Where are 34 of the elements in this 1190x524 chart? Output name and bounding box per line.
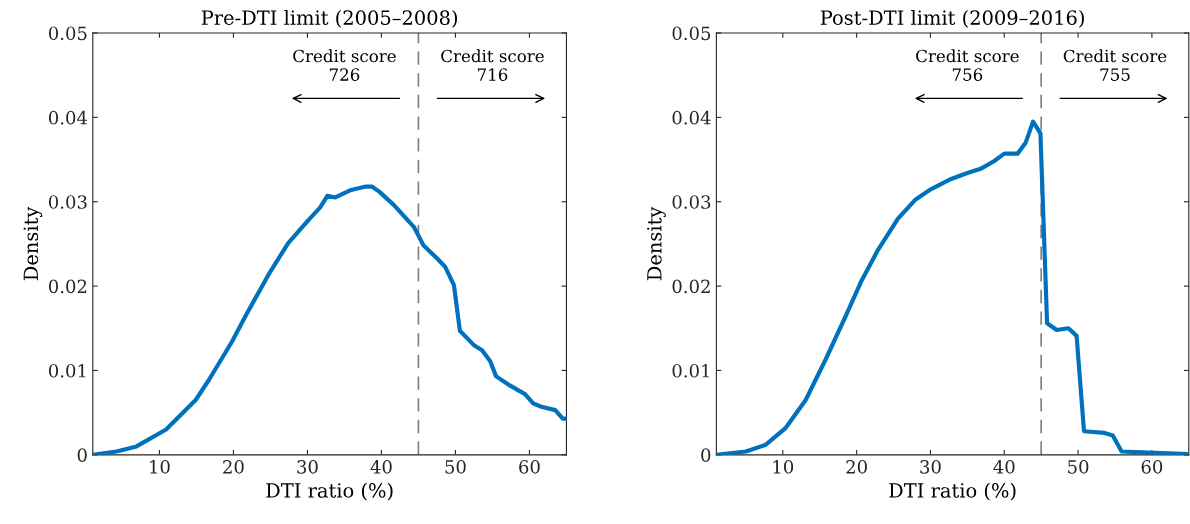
x-tick-label: 50 <box>445 460 466 474</box>
x-tick-label: 60 <box>519 460 540 474</box>
x-tick-label: 20 <box>223 460 244 474</box>
y-tick-label: 0.04 <box>48 110 88 125</box>
x-tick-label: 30 <box>297 460 318 474</box>
y-axis-title: Density <box>647 206 666 281</box>
y-tick-label: 0.01 <box>48 363 86 378</box>
x-axis-title: DTI ratio (%) <box>266 482 393 501</box>
x-tick-label: 40 <box>370 460 392 474</box>
y-tick-label: 0 <box>701 448 711 462</box>
y-tick-label: 0.03 <box>672 195 711 209</box>
x-tick-label: 40 <box>993 460 1015 474</box>
y-axis-title: Density <box>23 206 43 281</box>
y-tick-label: 0.05 <box>48 26 87 41</box>
y-tick-label: 0.04 <box>672 110 711 125</box>
y-tick-label: 0.02 <box>48 279 87 294</box>
annotation: Credit score 716 <box>441 49 544 81</box>
x-tick-label: 60 <box>1141 460 1163 474</box>
x-tick-label: 10 <box>773 460 794 474</box>
y-tick-label: 0.03 <box>48 195 87 209</box>
x-tick-label: 50 <box>1068 460 1089 474</box>
chart-title: Post-DTI limit (2009–2016) <box>820 9 1084 28</box>
x-tick-label: 20 <box>846 460 867 474</box>
y-tick-label: 0 <box>77 448 87 462</box>
y-tick-label: 0.01 <box>672 363 709 378</box>
chart-title: Pre-DTI limit (2005–2008) <box>201 9 458 28</box>
y-tick-label: 0.05 <box>672 26 711 41</box>
x-tick-label: 10 <box>150 460 170 474</box>
annotation: Credit score 755 <box>1063 49 1167 81</box>
x-tick-label: 30 <box>920 460 941 474</box>
y-tick-label: 0.02 <box>672 279 710 294</box>
x-axis-title: DTI ratio (%) <box>889 482 1016 501</box>
annotation: Credit score 726 <box>293 49 396 81</box>
annotation: Credit score 756 <box>916 49 1019 81</box>
